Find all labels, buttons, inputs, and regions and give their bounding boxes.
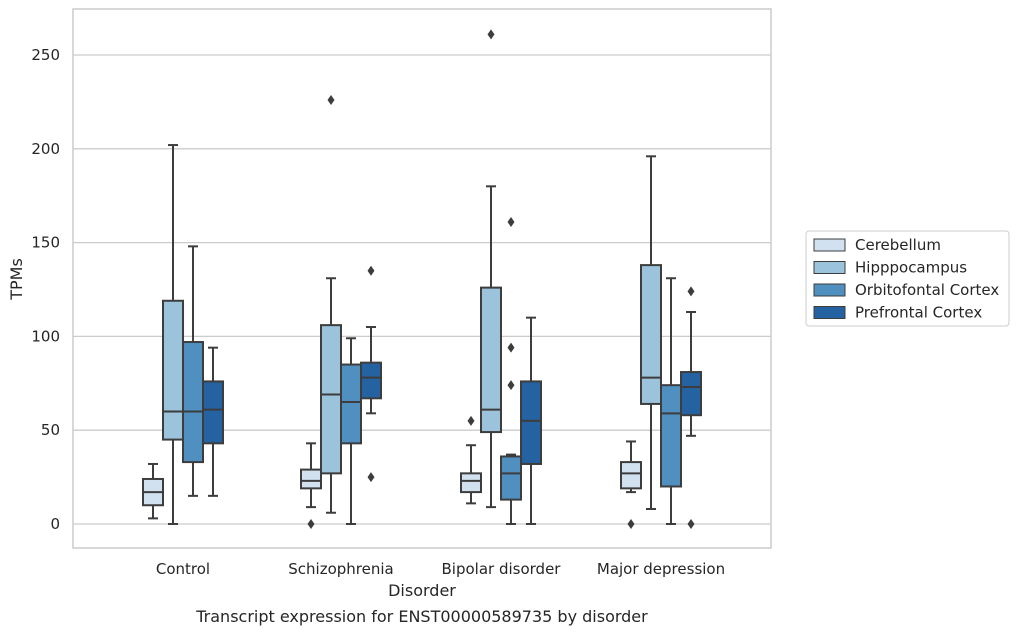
outlier-point — [327, 95, 335, 106]
box-cerebellum-1 — [300, 442, 322, 529]
y-tick-label: 250 — [31, 46, 60, 64]
box-iqr — [520, 380, 542, 465]
box-iqr — [360, 361, 382, 400]
box-iqr — [460, 472, 482, 494]
outlier-point — [507, 380, 515, 391]
outlier-point — [367, 265, 375, 276]
box-iqr — [300, 468, 322, 490]
box-iqr — [182, 341, 204, 464]
legend-swatch — [813, 238, 846, 252]
box-iqr — [500, 455, 522, 501]
chart-caption: Transcript expression for ENST0000058973… — [195, 607, 648, 626]
box-orbitofontal-cortex-1 — [340, 337, 362, 525]
box-iqr — [680, 371, 702, 417]
outlier-point — [507, 216, 515, 227]
legend-label: Cerebellum — [855, 236, 941, 254]
outlier-point — [307, 519, 315, 529]
box-iqr — [340, 363, 362, 445]
y-tick-label: 150 — [31, 234, 60, 252]
box-prefrontal-cortex-0 — [202, 346, 224, 497]
box-cerebellum-2 — [460, 415, 482, 505]
outlier-point — [687, 519, 695, 529]
y-tick-label: 0 — [50, 515, 60, 533]
y-tick-label: 50 — [41, 421, 60, 439]
outlier-point — [687, 286, 695, 297]
x-tick-label: Control — [156, 560, 210, 578]
legend-label: Orbitofontal Cortex — [855, 281, 999, 299]
x-axis-ticks: Control Schizophrenia Bipolar disorder Majo… — [156, 560, 725, 578]
box-prefrontal-cortex-1 — [360, 265, 382, 483]
box-orbitofontal-cortex-3 — [660, 277, 682, 525]
x-tick-label: Bipolar disorder — [442, 560, 562, 578]
box-hipppocampus-2 — [480, 29, 502, 509]
box-iqr — [660, 384, 682, 488]
outlier-point — [627, 519, 635, 529]
box-iqr — [620, 461, 642, 490]
y-axis-ticks: 0 50 100 150 200 250 — [31, 46, 60, 533]
outlier-point — [487, 29, 495, 40]
box-prefrontal-cortex-2 — [520, 316, 542, 525]
x-tick-label: Major depression — [597, 560, 725, 578]
outlier-point — [467, 415, 475, 426]
box-hipppocampus-1 — [320, 95, 342, 514]
y-axis-label: TPMs — [7, 258, 26, 301]
box-iqr — [480, 286, 502, 434]
legend-swatch — [813, 306, 846, 319]
box-iqr — [202, 380, 224, 445]
box-iqr — [320, 324, 342, 475]
box-cerebellum-0 — [142, 462, 164, 520]
y-tick-label: 100 — [31, 327, 60, 345]
box-iqr — [640, 264, 662, 405]
legend: Cerebellum Hipppocampus Orbitofontal Corte… — [805, 230, 1010, 327]
outlier-point — [507, 342, 515, 353]
box-plot-marks — [142, 29, 702, 529]
x-axis-label: Disorder — [388, 581, 456, 600]
legend-swatch — [813, 261, 846, 274]
box-prefrontal-cortex-3 — [680, 286, 702, 529]
legend-frame — [805, 230, 1010, 327]
outlier-point — [367, 472, 375, 483]
y-tick-label: 200 — [31, 140, 60, 158]
legend-swatch — [813, 283, 846, 297]
legend-label: Prefrontal Cortex — [855, 304, 982, 322]
box-orbitofontal-cortex-2 — [500, 216, 522, 525]
box-iqr — [162, 299, 184, 441]
x-tick-label: Schizophrenia — [288, 560, 393, 578]
legend-label: Hipppocampus — [855, 259, 967, 277]
box-cerebellum-3 — [620, 440, 642, 529]
box-hipppocampus-3 — [640, 155, 662, 510]
